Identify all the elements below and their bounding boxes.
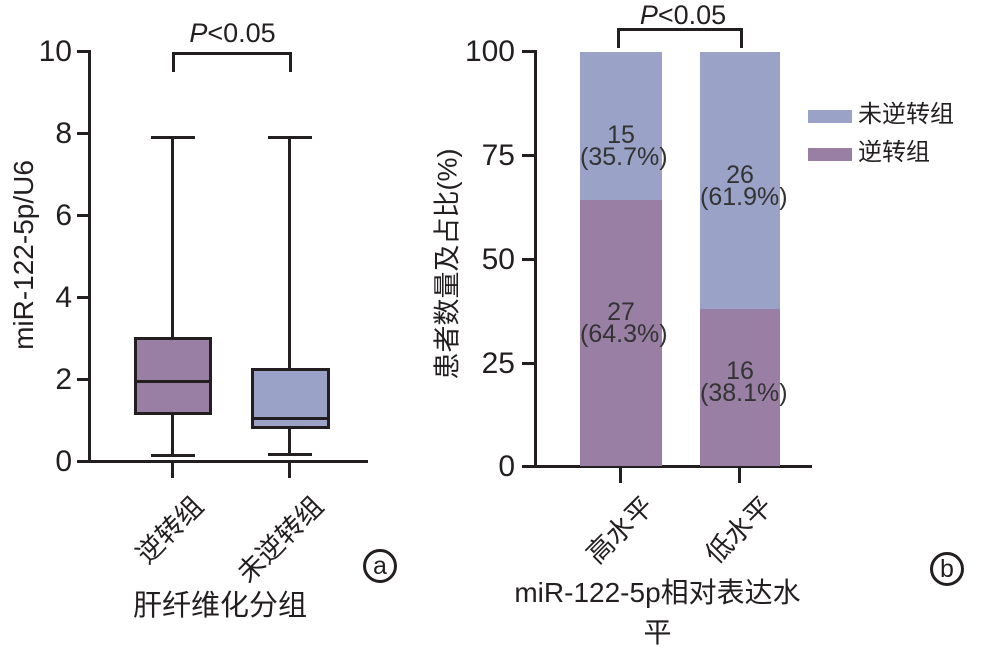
count-label: 26 [726,161,754,189]
bar-low-reversal-label: 16 (38.1%) [700,357,788,407]
panel-a-y-axis-line [88,50,91,463]
box-group2-upper-cap [268,136,312,139]
panel-b-x-tick [619,468,622,483]
panel-a-significance-label: P<0.05 [160,18,305,49]
bar-high-nonreversal-label: 15 (35.7%) [580,121,668,171]
panel-a-tag: a [363,549,397,583]
legend-swatch-nonreversal [808,110,852,123]
bar-low-segment-reversal [700,309,780,466]
count-label: 15 [607,121,635,149]
panel-b-significance-bracket [617,28,743,48]
box-group2-lower-whisker [288,429,291,455]
box-group1-lower-whisker [171,415,174,455]
box-group2-median-line [254,417,327,420]
legend-label-nonreversal: 未逆转组 [858,101,954,128]
panel-a-x-tick-label-group2: 未逆转组 [231,490,330,589]
panel-b-y-tick [522,362,534,365]
box-group2-iqr-box [251,368,330,429]
panel-a-y-tick-label: 4 [55,281,72,314]
box-group1-upper-cap [151,136,195,139]
panel-b-y-tick-label: 100 [464,35,515,68]
percent-label: (61.9%) [700,183,788,211]
panel-a-x-axis-title: 肝纤维化分组 [132,590,307,622]
bar-low-segment-nonreversal [700,52,780,309]
panel-a-y-tick-label: 10 [38,35,72,68]
panel-b-x-axis-title: miR-122-5p相对表达水平 [514,577,801,648]
box-group2-lower-cap [268,453,312,456]
box-group1-median-line [137,380,209,383]
bar-high-reversal-label: 27 (64.3%) [580,298,668,348]
legend-label-reversal: 逆转组 [858,139,930,166]
bar-low-nonreversal-label: 26 (61.9%) [700,161,788,211]
panel-b-x-tick-label-low: 低水平 [699,490,779,570]
percent-label: (64.3%) [580,320,668,348]
panel-a-x-axis-line [78,460,368,463]
box-group1-lower-cap [151,454,195,457]
bar-high-segment-nonreversal [580,52,662,200]
panel-a-y-tick-label: 8 [55,117,72,150]
panel-a-x-tick [288,463,291,478]
panel-a-y-tick [77,132,89,135]
count-label: 16 [726,357,754,385]
box-group1-upper-whisker [171,138,174,337]
panel-b-y-axis-line [534,50,537,466]
p-symbol: P [639,0,658,30]
panel-b-y-tick [522,258,534,261]
bar-high-segment-reversal [580,200,662,466]
percent-label: (35.7%) [580,143,668,171]
panel-a-y-tick-label: 2 [55,363,72,396]
p-value: <0.05 [657,0,727,30]
panel-a-y-tick [77,378,89,381]
legend-swatch-reversal [808,148,852,161]
panel-a-significance-bracket [172,52,292,72]
panel-b-y-tick-label: 50 [481,243,515,276]
panel-a-x-tick [171,463,174,478]
p-symbol: P [189,18,208,48]
panel-b-y-tick-label: 75 [481,139,515,172]
panel-b-y-tick-label: 25 [481,347,515,380]
count-label: 27 [607,298,635,326]
panel-b-y-tick [522,50,534,53]
panel-b-tag: b [930,552,964,586]
panel-a-y-tick [77,50,89,53]
panel-b-y-tick-label: 0 [498,450,515,483]
panel-a-y-tick [77,214,89,217]
panel-a-y-axis-title: miR-122-5p/U6 [8,160,39,350]
box-group1-iqr-box [134,337,212,415]
panel-b-y-tick [522,154,534,157]
panel-a-x-tick-label-group1: 逆转组 [130,490,210,570]
panel-a-y-tick-label: 6 [55,199,72,232]
panel-a-y-tick [77,296,89,299]
box-group2-upper-whisker [288,138,291,368]
panel-b-x-axis-line [524,465,812,468]
panel-b-x-tick-label-high: 高水平 [580,490,660,570]
percent-label: (38.1%) [700,379,788,407]
panel-b-x-tick [738,468,741,483]
panel-b-significance-label: P<0.05 [610,0,756,31]
panel-a-y-tick-label: 0 [55,445,72,478]
p-value: <0.05 [207,18,276,48]
